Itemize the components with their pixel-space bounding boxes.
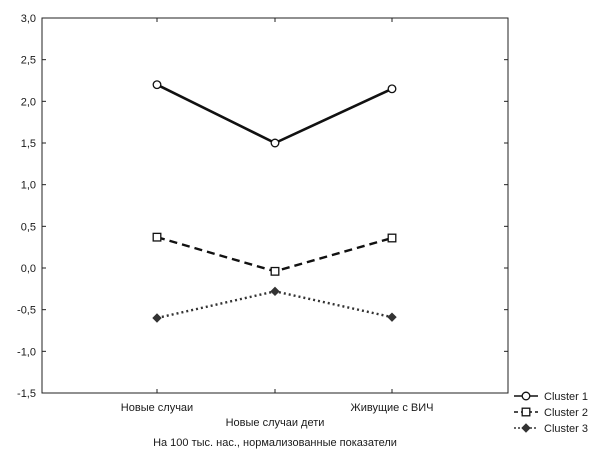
legend-marker <box>521 391 531 401</box>
y-tick-label: 1,0 <box>21 180 36 192</box>
data-point <box>152 80 162 90</box>
y-axis: -1,5 -1,0 -0,5 0,0 0,5 1,0 1,5 2,0 2,5 3,0 <box>17 13 508 400</box>
legend-marker <box>521 407 531 417</box>
series-layer <box>152 80 397 323</box>
y-tick-label: 3,0 <box>21 13 36 25</box>
data-point <box>270 286 280 297</box>
x-axis-title: На 100 тыс. нас., нормализованные показа… <box>153 437 397 449</box>
y-tick-label: 2,0 <box>21 96 36 108</box>
plot-area <box>41 17 509 394</box>
legend-item: Cluster 3 <box>514 423 588 435</box>
x-axis: Новые случаи Новые случаи дети Живущие с В… <box>121 18 434 429</box>
series-line <box>156 236 393 273</box>
legend-label: Cluster 2 <box>544 407 588 419</box>
data-point <box>387 84 397 94</box>
series-3 <box>152 286 397 323</box>
series-line <box>156 83 393 145</box>
x-tick-label: Новые случаи дети <box>226 417 325 429</box>
data-point <box>152 232 162 242</box>
y-tick-label: 0,5 <box>21 221 36 233</box>
y-tick-label: -1,0 <box>17 346 36 358</box>
y-tick-label: -0,5 <box>17 305 36 317</box>
legend-item: Cluster 1 <box>514 391 588 403</box>
data-point <box>270 266 280 276</box>
y-tick-label: 1,5 <box>21 138 36 150</box>
data-point <box>270 138 280 148</box>
legend-marker <box>521 423 531 433</box>
x-tick-label: Живущие с ВИЧ <box>351 402 434 414</box>
series-2 <box>152 232 397 276</box>
y-tick-label: -1,5 <box>17 388 36 400</box>
legend-item: Cluster 2 <box>514 407 588 419</box>
series-1 <box>152 80 397 148</box>
data-point <box>152 313 162 323</box>
y-tick-label: 2,5 <box>21 55 36 67</box>
data-point <box>387 233 397 243</box>
x-tick-label: Новые случаи <box>121 402 193 414</box>
legend-label: Cluster 1 <box>544 391 588 403</box>
legend-label: Cluster 3 <box>544 423 588 435</box>
legend: Cluster 1 Cluster 2 Cluster 3 <box>514 391 588 435</box>
plot-frame <box>41 17 509 394</box>
data-point <box>387 312 397 322</box>
y-tick-label: 0,0 <box>21 263 36 275</box>
